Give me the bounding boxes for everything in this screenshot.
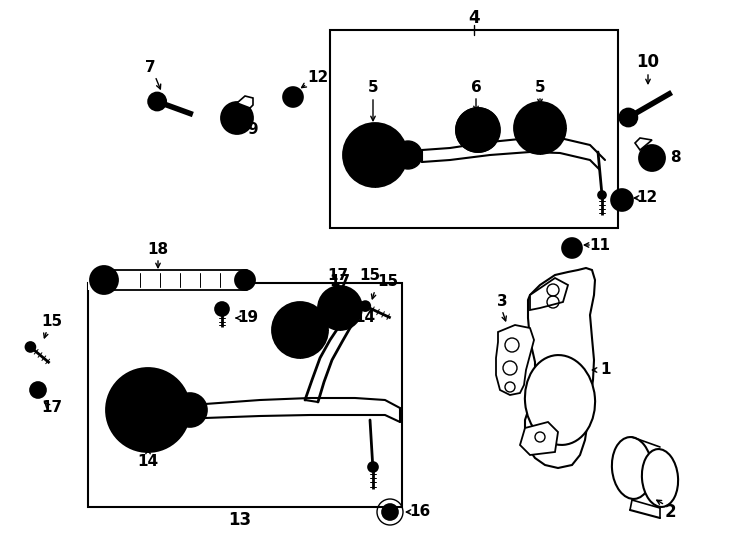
Circle shape xyxy=(562,238,582,258)
Polygon shape xyxy=(237,96,253,108)
Circle shape xyxy=(514,102,566,154)
Circle shape xyxy=(368,462,378,472)
Circle shape xyxy=(148,92,166,111)
Circle shape xyxy=(382,504,398,520)
Circle shape xyxy=(26,342,35,352)
Text: 17: 17 xyxy=(330,274,351,289)
Polygon shape xyxy=(530,278,568,310)
Text: 1: 1 xyxy=(600,362,611,377)
Circle shape xyxy=(318,286,362,330)
Text: 12: 12 xyxy=(308,71,329,85)
Text: 18: 18 xyxy=(148,242,169,258)
Circle shape xyxy=(611,189,633,211)
Text: 3: 3 xyxy=(497,294,507,309)
Circle shape xyxy=(283,87,303,107)
Circle shape xyxy=(598,191,606,199)
Text: 8: 8 xyxy=(669,151,680,165)
Polygon shape xyxy=(496,325,534,395)
Polygon shape xyxy=(520,422,558,455)
Polygon shape xyxy=(525,268,595,468)
Text: 13: 13 xyxy=(228,511,252,529)
Text: 15: 15 xyxy=(360,267,380,282)
Ellipse shape xyxy=(642,449,678,507)
Text: 17: 17 xyxy=(41,401,62,415)
Text: 10: 10 xyxy=(636,53,660,71)
Text: 14: 14 xyxy=(137,455,159,469)
Circle shape xyxy=(394,141,422,169)
Text: 6: 6 xyxy=(470,80,482,96)
Text: 7: 7 xyxy=(145,60,156,76)
Ellipse shape xyxy=(525,355,595,445)
Circle shape xyxy=(106,368,190,452)
Text: 12: 12 xyxy=(636,191,658,206)
Circle shape xyxy=(221,102,253,134)
Circle shape xyxy=(215,302,229,316)
Circle shape xyxy=(522,110,558,146)
Bar xyxy=(88,283,402,507)
Text: 14: 14 xyxy=(355,310,376,326)
Circle shape xyxy=(531,119,549,137)
Polygon shape xyxy=(635,138,652,150)
Text: 19: 19 xyxy=(237,310,258,326)
Polygon shape xyxy=(88,270,247,290)
Circle shape xyxy=(619,109,637,126)
Text: 5: 5 xyxy=(368,80,378,96)
Text: 15: 15 xyxy=(41,314,62,329)
Circle shape xyxy=(343,123,407,187)
Circle shape xyxy=(290,320,310,340)
Circle shape xyxy=(90,266,118,294)
Circle shape xyxy=(360,301,371,311)
Ellipse shape xyxy=(612,437,652,499)
Text: 11: 11 xyxy=(589,238,611,253)
Circle shape xyxy=(272,302,328,358)
Bar xyxy=(330,30,618,228)
Circle shape xyxy=(30,382,46,398)
Circle shape xyxy=(173,393,207,427)
Text: 4: 4 xyxy=(468,9,480,27)
Circle shape xyxy=(338,305,352,319)
Circle shape xyxy=(235,270,255,290)
Text: 15: 15 xyxy=(377,274,399,289)
Text: 2: 2 xyxy=(664,503,676,521)
Text: 5: 5 xyxy=(534,80,545,96)
Circle shape xyxy=(134,396,162,424)
Circle shape xyxy=(365,145,385,165)
Circle shape xyxy=(639,145,665,171)
Text: 16: 16 xyxy=(410,504,431,519)
Circle shape xyxy=(353,133,397,177)
Circle shape xyxy=(456,108,500,152)
Text: 17: 17 xyxy=(327,267,349,282)
Circle shape xyxy=(280,310,320,350)
Circle shape xyxy=(465,117,491,143)
Circle shape xyxy=(324,292,356,324)
Circle shape xyxy=(118,380,178,440)
Text: 9: 9 xyxy=(247,123,258,138)
Circle shape xyxy=(332,300,348,316)
